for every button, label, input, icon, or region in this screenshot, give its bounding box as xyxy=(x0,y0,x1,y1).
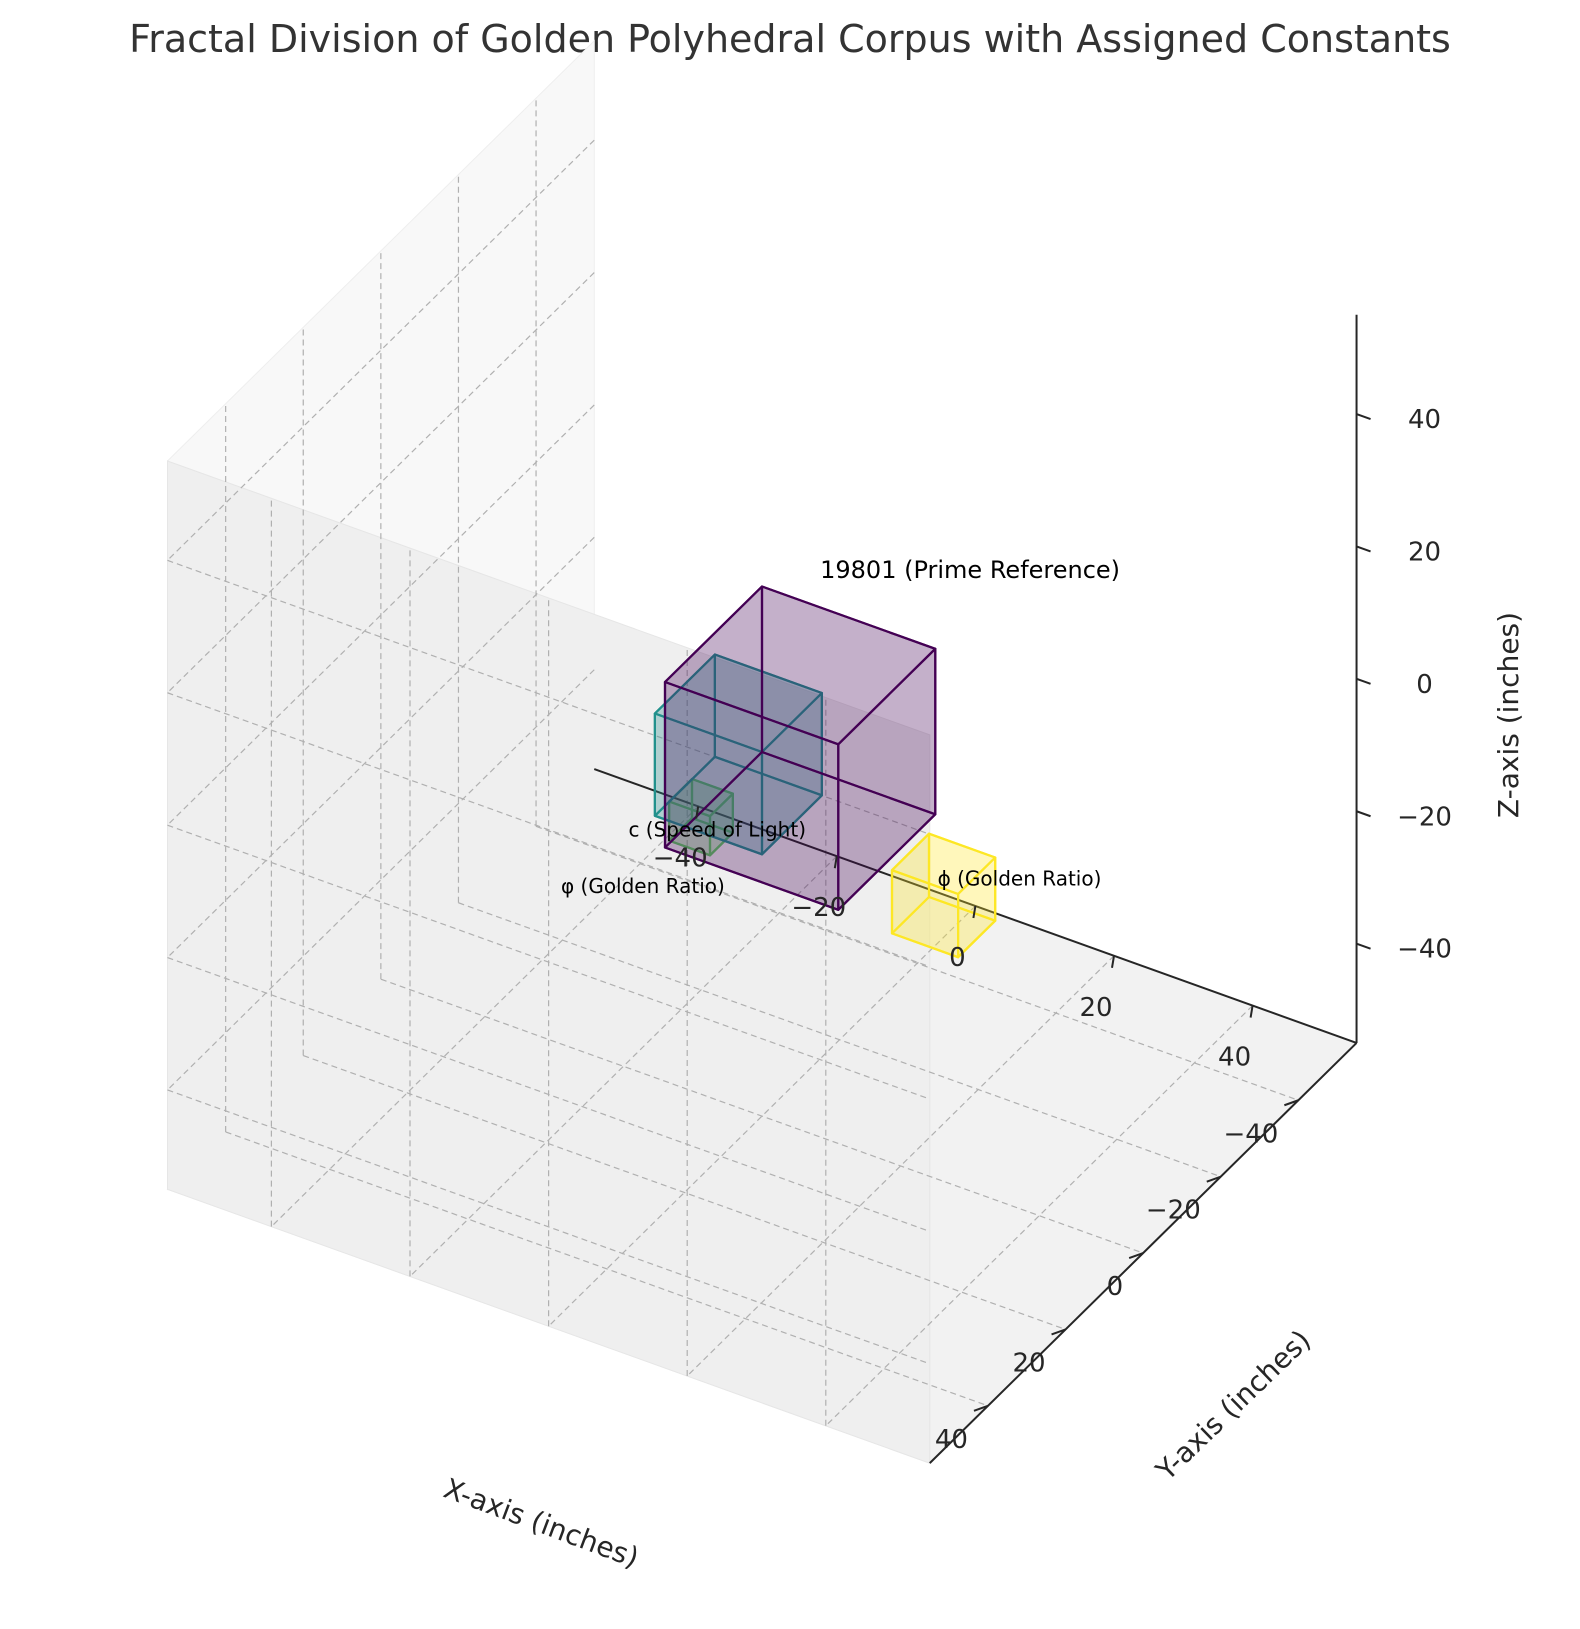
chart-title: Fractal Division of Golden Polyhedral Co… xyxy=(129,17,1451,61)
x-tick-label: −40 xyxy=(653,843,708,873)
grid-line xyxy=(167,824,930,1100)
y-tick-label: 20 xyxy=(1012,1348,1045,1378)
box-face xyxy=(837,647,937,911)
y-tick xyxy=(1206,1175,1222,1183)
y-tick xyxy=(973,1404,989,1412)
grid-line xyxy=(225,1131,989,1407)
z-tick-label: 40 xyxy=(1408,405,1441,435)
box-face xyxy=(708,792,735,857)
y-tick-label: −20 xyxy=(1146,1196,1201,1226)
x-tick-label: 20 xyxy=(1079,993,1112,1023)
y-tick-label: 0 xyxy=(1107,1272,1124,1302)
box-label: φ (Golden Ratio) xyxy=(561,874,725,898)
y-tick xyxy=(1128,1252,1144,1259)
tick-labels: −40 −40 −40 −20 −20 −20 0 0 0 20 20 20 40 40 40 xyxy=(653,405,1452,1455)
annotations: ϕ (Golden Ratio) φ (Golden Ratio) c (Speed… xyxy=(561,556,1120,898)
z-tick xyxy=(1356,810,1371,818)
y-tick xyxy=(1051,1328,1066,1336)
box-label: c (Speed of Light) xyxy=(628,817,806,841)
box-3 xyxy=(890,832,997,959)
box-face xyxy=(890,832,931,935)
x-tick xyxy=(1111,955,1115,968)
box-label: 19801 (Prime Reference) xyxy=(820,556,1120,584)
z-tick-label: −20 xyxy=(1397,802,1452,832)
grid-line xyxy=(167,1089,930,1365)
z-axis-label: Z-axis (inches) xyxy=(1492,612,1525,818)
grid-lines xyxy=(167,98,1299,1427)
x-tick xyxy=(1249,1005,1254,1018)
box-face xyxy=(956,856,997,959)
data-boxes xyxy=(653,585,997,959)
y-tick xyxy=(1284,1099,1299,1107)
x-axis-label: X-axis (inches) xyxy=(439,1472,643,1575)
x-tick-label: 40 xyxy=(1218,1043,1251,1073)
box-0 xyxy=(663,585,937,911)
y-axis-label: Y-axis (inches) xyxy=(1149,1323,1317,1487)
z-tick xyxy=(1356,942,1371,950)
box-1 xyxy=(653,653,824,856)
y-tick-label: 40 xyxy=(935,1425,968,1455)
z-tick-label: 0 xyxy=(1416,670,1433,700)
z-tick xyxy=(1356,677,1371,685)
z-tick-label: −40 xyxy=(1397,935,1452,965)
z-tick xyxy=(1356,413,1371,420)
x-tick xyxy=(695,806,700,819)
grid-line xyxy=(303,1054,1066,1331)
x-tick-label: 0 xyxy=(949,943,966,973)
grid-line xyxy=(167,692,930,968)
z-tick xyxy=(1356,545,1371,553)
z-tick-label: 20 xyxy=(1408,537,1441,567)
x-tick xyxy=(972,905,977,919)
grid-line xyxy=(380,978,1144,1254)
x-tick-label: −20 xyxy=(791,893,846,923)
box-label: ϕ (Golden Ratio) xyxy=(938,866,1102,890)
y-tick-label: −40 xyxy=(1223,1119,1278,1149)
x-tick xyxy=(833,856,838,869)
